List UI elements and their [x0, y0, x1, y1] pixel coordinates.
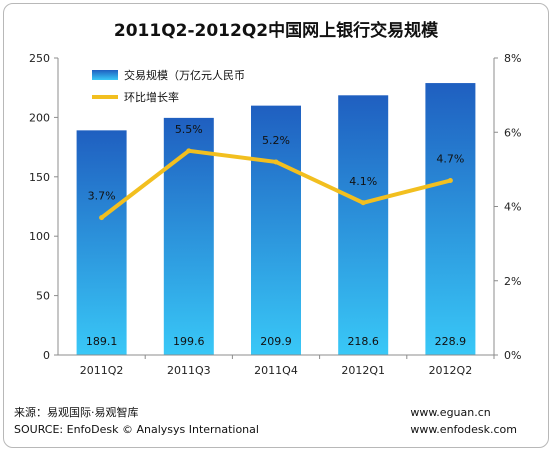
- x-tick-label: 2012Q1: [341, 364, 385, 377]
- plot-area: 0 50 100 150 200 250 0% 2% 4% 6% 8% 2011Q2 2011Q3 201…: [29, 52, 521, 377]
- y-tick-label-left: 100: [29, 230, 50, 243]
- growth-rate-label: 4.1%: [349, 175, 377, 188]
- y-tick-label-right: 4%: [504, 201, 521, 214]
- y-tick-label-right: 6%: [504, 126, 521, 139]
- source-en: SOURCE: EnfoDesk © Analysys Internationa…: [14, 423, 259, 436]
- y-tick-label-left: 0: [43, 349, 50, 362]
- growth-rate-point: [99, 215, 105, 221]
- chart-title: 2011Q2-2012Q2中国网上银行交易规模: [114, 20, 439, 41]
- y-tick-label-left: 250: [29, 52, 50, 65]
- source-cn: 来源：易观国际·易观智库: [14, 406, 139, 419]
- growth-rate-label: 4.7%: [436, 153, 464, 166]
- site-eguan: www.eguan.cn: [410, 406, 491, 419]
- y-tick-label-left: 150: [29, 171, 50, 184]
- legend-label-bar: 交易规模（万亿元人民币: [124, 68, 245, 82]
- growth-rate-label: 5.2%: [262, 134, 290, 147]
- growth-rate-point: [360, 200, 366, 206]
- bar-2011Q3: [163, 117, 214, 355]
- site-links: www.eguan.cn www.enfodesk.com: [410, 404, 517, 438]
- growth-rate-label: 5.5%: [175, 123, 203, 136]
- bar-2011Q2: [76, 130, 127, 355]
- y-tick-label-left: 50: [36, 290, 50, 303]
- y-tick-label-right: 0%: [504, 349, 521, 362]
- bar-2012Q1: [338, 95, 389, 356]
- bar-2011Q4: [251, 105, 301, 356]
- y-tick-label-right: 2%: [504, 275, 521, 288]
- legend-swatch-bar: [92, 70, 118, 80]
- x-tick-label: 2012Q2: [429, 364, 473, 377]
- legend-label-line: 环比增长率: [124, 90, 179, 104]
- bar-2012Q2: [425, 83, 476, 355]
- bar-value-label: 218.6: [347, 335, 379, 348]
- bar-value-label: 209.9: [260, 335, 292, 348]
- y-tick-label-right: 8%: [504, 52, 521, 65]
- growth-rate-point: [186, 148, 192, 154]
- x-tick-label: 2011Q4: [254, 364, 298, 377]
- growth-rate-point: [273, 159, 279, 165]
- growth-rate-point: [447, 178, 453, 184]
- x-tick-label: 2011Q3: [167, 364, 211, 377]
- bar-value-label: 228.9: [435, 335, 467, 348]
- growth-rate-label: 3.7%: [88, 190, 116, 203]
- bar-value-label: 199.6: [173, 335, 205, 348]
- site-enfodesk: www.enfodesk.com: [410, 423, 517, 436]
- y-tick-label-left: 200: [29, 111, 50, 124]
- source-note: 来源：易观国际·易观智库 SOURCE: EnfoDesk © Analysys…: [14, 404, 259, 438]
- x-tick-label: 2011Q2: [80, 364, 124, 377]
- bar-value-label: 189.1: [86, 335, 118, 348]
